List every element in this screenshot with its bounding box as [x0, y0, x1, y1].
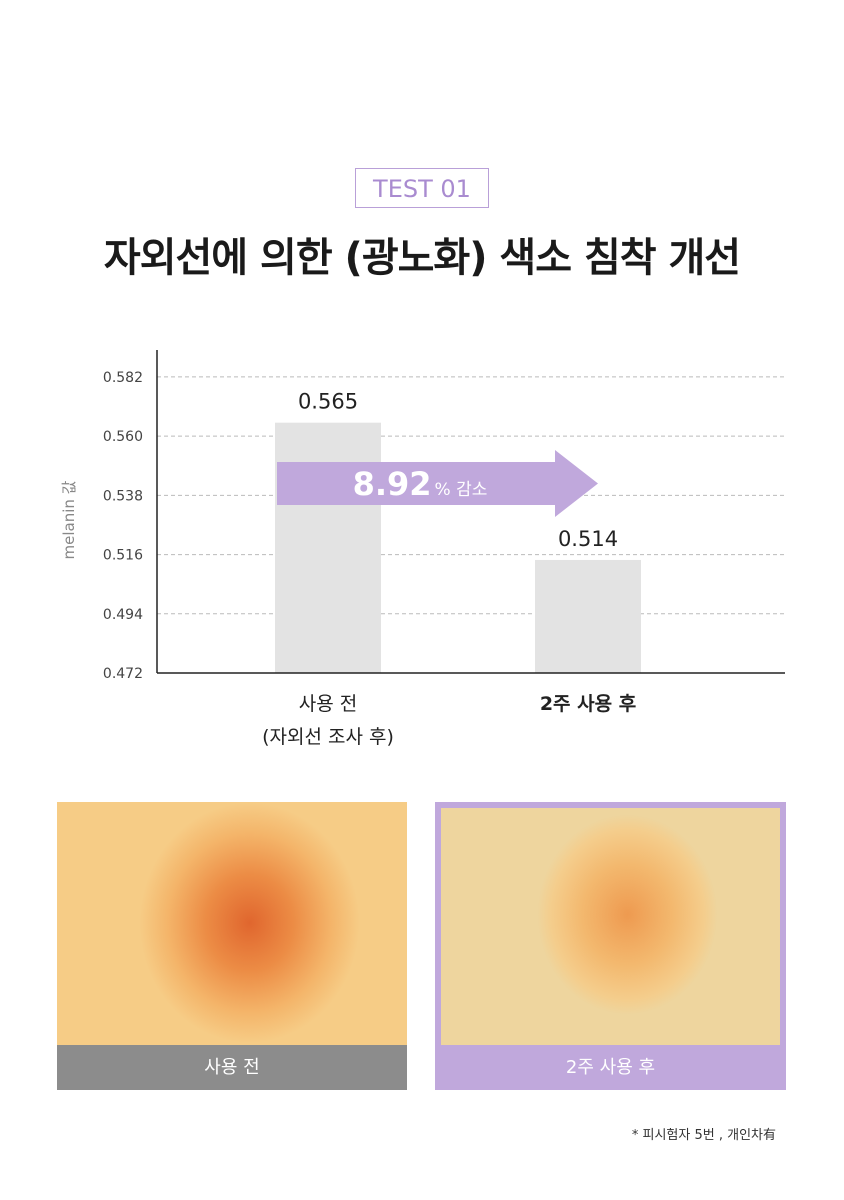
y-tick-label: 0.538 — [103, 488, 143, 504]
value-label: 0.565 — [298, 390, 358, 414]
image-caption: 사용 전 — [57, 1045, 407, 1090]
y-tick-label: 0.582 — [103, 370, 143, 386]
bar — [535, 559, 641, 673]
y-tick-label: 0.516 — [103, 548, 143, 564]
annotation-suffix: % 감소 — [435, 480, 488, 500]
page-title: 자외선에 의한 (광노화) 색소 침착 개선 — [103, 235, 741, 281]
badge: TEST 01 — [355, 168, 489, 208]
image-caption: 2주 사용 후 — [435, 1045, 786, 1090]
value-label: 0.514 — [558, 527, 618, 551]
bar — [275, 422, 381, 673]
before-image: 사용 전 — [57, 802, 407, 1090]
y-axis-label: melanin 값 — [60, 480, 78, 559]
annotation-number: 8.92 — [353, 465, 432, 503]
y-tick-label: 0.494 — [103, 607, 143, 623]
annotation: 8.92% 감소 — [353, 465, 488, 503]
x-tick-label: 사용 전 (자외선 조사 후) — [262, 693, 394, 748]
image — [441, 808, 780, 1045]
footnote: * 피시험자 5번 , 개인차有 — [631, 1128, 776, 1143]
y-tick-label: 0.472 — [103, 666, 143, 682]
chart: melanin 값 0.472 0.494 0.516 0.538 0.560 0.582… — [60, 350, 785, 682]
x-tick-label: 2주 사용 후 — [539, 693, 637, 715]
y-tick-label: 0.560 — [103, 429, 143, 445]
after-image: 2주 사용 후 — [435, 802, 786, 1090]
arrow — [277, 450, 598, 517]
